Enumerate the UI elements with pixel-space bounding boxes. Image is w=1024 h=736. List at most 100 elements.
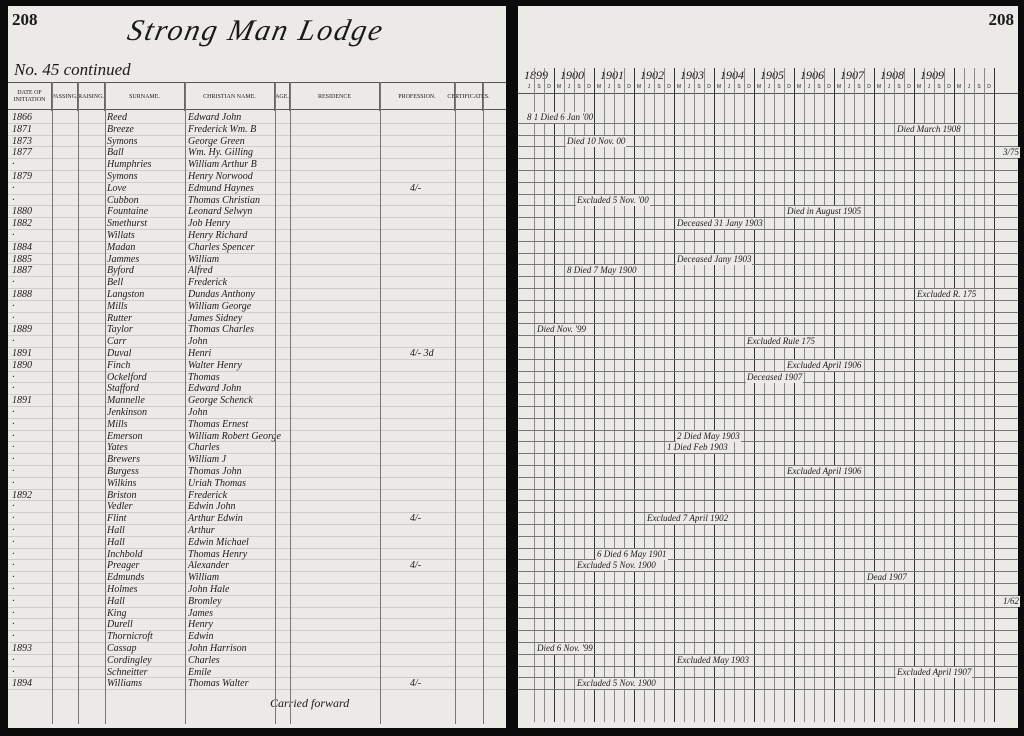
christian-name: John [188, 336, 208, 348]
member-row: · Cordingley Charles [8, 655, 506, 667]
subscription-row: Excluded Rule 175 [518, 336, 1018, 348]
subscription-row: Dead 1907 [518, 572, 1018, 584]
subscription-row: Excluded R. 175 [518, 289, 1018, 301]
column-header: Age. [275, 83, 290, 111]
initiation-date: · [12, 572, 15, 584]
subscription-row: Died March 1908 [518, 123, 1018, 136]
subscription-row [518, 631, 1018, 643]
christian-name: Edward John [188, 383, 242, 395]
christian-name: John [188, 407, 208, 418]
member-row: · Yates Charles [8, 442, 506, 455]
member-row: · Willats Henry Richard [8, 230, 506, 242]
status-note: 8 1 Died 6 Jan '00 [526, 112, 595, 123]
christian-name: Edwin Michael [188, 536, 249, 548]
subscription-row [518, 383, 1018, 396]
subscription-row: Died 6 Nov. '99 [518, 643, 1018, 655]
surname: Madan [107, 241, 136, 253]
quarter-label: J [927, 84, 931, 90]
page-number: 208 [12, 10, 38, 29]
surname: Hall [107, 536, 125, 548]
quarter-label: D [787, 84, 791, 90]
quarter-label: D [907, 84, 911, 90]
initiation-date: 1887 [12, 265, 32, 277]
quarter-label: M [596, 84, 602, 90]
profession-fee: 4/- [410, 182, 422, 194]
subscription-row: Died Nov. '99 [518, 324, 1018, 337]
year-label: 1909 [920, 68, 944, 82]
subscription-row [518, 171, 1018, 183]
column-header: Date of Initiation [8, 83, 52, 111]
member-row: · Burgess Thomas John [8, 466, 506, 478]
surname: Preager [107, 560, 140, 572]
quarter-label: J [727, 84, 731, 90]
subscription-row: Excluded April 1906 [518, 466, 1018, 478]
christian-name: George Schenck [188, 395, 253, 407]
quarter-label: S [697, 84, 701, 90]
surname: Hall [107, 525, 125, 536]
surname: Jammes [107, 253, 140, 265]
quarter-label: J [687, 84, 691, 90]
quarter-label: S [937, 84, 941, 90]
year-header: 1899 1900 1901 1902 1903 1904 1905 1906 1907 1908… [518, 68, 1018, 82]
column-header: Passing. [52, 83, 78, 111]
surname: Emerson [107, 430, 143, 442]
quarter-label: J [887, 84, 891, 90]
column-divider [78, 82, 79, 724]
profession-fee: 4/- [410, 513, 422, 525]
surname: Taylor [107, 324, 133, 336]
member-row: · Vedler Edwin John [8, 501, 506, 514]
christian-name: Thomas Ernest [188, 418, 249, 430]
christian-name: George Green [188, 135, 245, 147]
member-row: 1866 Reed Edward John [8, 112, 506, 124]
surname: Rutter [107, 312, 132, 324]
year-label: 1901 [600, 68, 624, 82]
subscription-row: Excluded 7 April 1902 [518, 513, 1018, 525]
quarter-label: D [747, 84, 751, 90]
initiation-date: · [12, 194, 15, 206]
subscription-row [518, 584, 1018, 596]
member-row: · Durell Henry [8, 619, 506, 632]
surname: Willats [107, 230, 135, 241]
initiation-date: 1894 [12, 678, 32, 690]
status-note: Deceased 31 Jany 1903 [676, 218, 764, 230]
member-row: 1891 Mannelle George Schenck [8, 395, 506, 407]
christian-name: William Arthur B [188, 159, 257, 171]
christian-name: Charles Spencer [188, 241, 255, 253]
column-divider [105, 82, 106, 724]
year-label: 1906 [800, 68, 824, 82]
member-row: · Inchbold Thomas Henry [8, 549, 506, 561]
quarter-label: M [956, 84, 962, 90]
initiation-date: · [12, 159, 15, 171]
christian-name: John Harrison [188, 643, 247, 654]
member-row: · Hall Arthur [8, 525, 506, 537]
surname: Schneitter [107, 666, 148, 678]
initiation-date: 1882 [12, 218, 32, 230]
christian-name: William [188, 253, 220, 265]
christian-name: Charles [188, 654, 220, 666]
surname: Edmunds [107, 572, 145, 584]
lodge-number-subtitle: No. 45 continued [14, 60, 131, 79]
initiation-date: · [12, 430, 15, 442]
initiation-date: · [12, 607, 15, 619]
surname: Durell [107, 619, 133, 631]
initiation-date: 1871 [12, 123, 32, 135]
member-row: 1880 Fountaine Leonard Selwyn [8, 206, 506, 219]
member-row: 1877 Ball Wm. Hy. Gilling [8, 147, 506, 160]
year-label: 1904 [720, 68, 744, 82]
subscription-row: 1 Died Feb 1903 [518, 442, 1018, 455]
quarter-label: D [827, 84, 831, 90]
status-note: Excluded 7 April 1902 [646, 513, 730, 525]
quarter-label: J [527, 84, 531, 90]
subscription-row [518, 478, 1018, 490]
surname: Stafford [107, 383, 139, 395]
initiation-date: · [12, 584, 15, 595]
column-header: Raising. [78, 83, 105, 111]
profession-fee: 4/- [410, 560, 422, 572]
initiation-date: 1877 [12, 147, 32, 159]
christian-name: Frederick [188, 489, 228, 501]
column-divider [380, 82, 381, 724]
initiation-date: 1892 [12, 489, 32, 501]
surname: Ockelford [107, 371, 147, 383]
initiation-date: · [12, 666, 15, 678]
christian-name: Henri [188, 348, 212, 359]
